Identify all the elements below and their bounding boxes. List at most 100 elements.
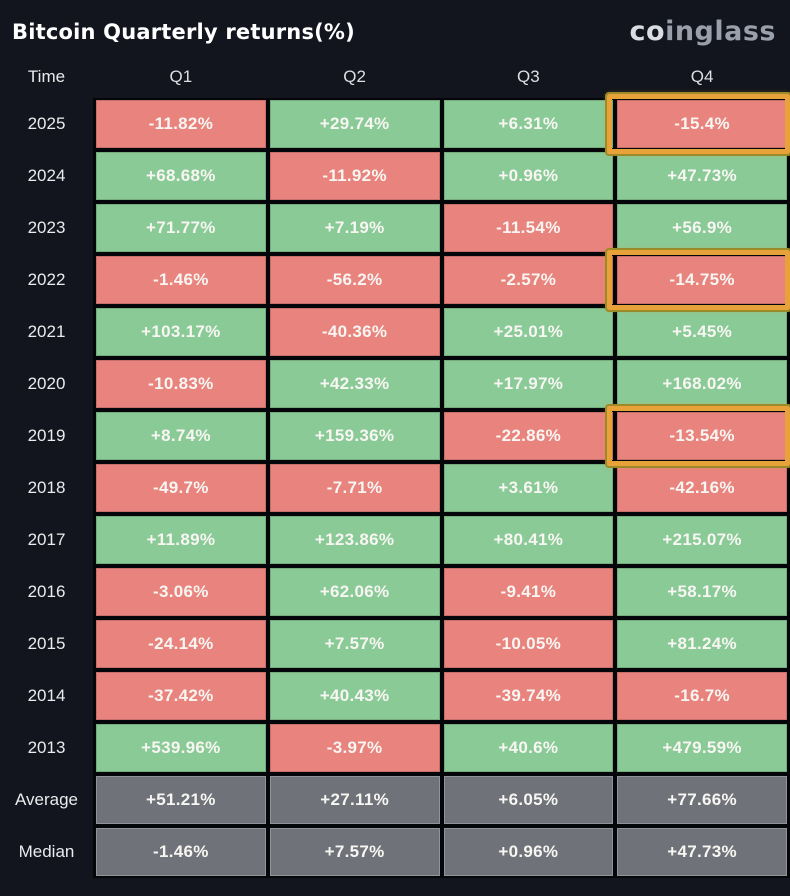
return-cell-2020-q3: +17.97%: [443, 360, 614, 408]
return-cell-2023-q1: +71.77%: [96, 204, 266, 252]
table-row: 2013 +539.96% -3.97% +40.6% +479.59%: [0, 722, 790, 774]
return-cell-2022-q1: -1.46%: [96, 256, 266, 304]
return-cell-2018-q4: -42.16%: [617, 464, 787, 512]
table-row: 2022 -1.46% -56.2% -2.57% -14.75%: [0, 248, 790, 312]
return-cell-2017-q1: +11.89%: [96, 516, 266, 564]
row-label: Median: [18, 842, 75, 861]
return-cell-2019-q2: +159.36%: [269, 412, 440, 460]
row-cells: -49.7% -7.71% +3.61% -42.16%: [93, 462, 790, 514]
return-cell-2022-q3: -2.57%: [443, 256, 614, 304]
return-cell-average-q2: +27.11%: [269, 776, 440, 824]
return-cell-2025-q1: -11.82%: [96, 100, 266, 148]
return-cell-2013-q2: -3.97%: [269, 724, 440, 772]
table-row: 2020 -10.83% +42.33% +17.97% +168.02%: [0, 358, 790, 410]
table-row: 2024 +68.68% -11.92% +0.96% +47.73%: [0, 150, 790, 202]
coinglass-logo[interactable]: coinglass: [630, 16, 776, 47]
table-row: 2023 +71.77% +7.19% -11.54% +56.9%: [0, 202, 790, 254]
return-cell-2015-q3: -10.05%: [443, 620, 614, 668]
row-cells: +103.17% -40.36% +25.01% +5.45%: [93, 306, 790, 358]
returns-table-body: 2025 -11.82% +29.74% +6.31% -15.4% 2024 +68…: [0, 92, 790, 878]
return-cell-2023-q4: +56.9%: [617, 204, 787, 252]
row-cells: -37.42% +40.43% -39.74% -16.7%: [93, 670, 790, 722]
row-label: 2018: [27, 478, 66, 497]
return-cell-median-q2: +7.57%: [269, 828, 440, 876]
row-label: 2021: [27, 322, 66, 341]
return-cell-average-q4: +77.66%: [617, 776, 787, 824]
return-cell-2023-q3: -11.54%: [443, 204, 614, 252]
row-label: 2016: [27, 582, 66, 601]
return-cell-average-q1: +51.21%: [96, 776, 266, 824]
return-cell-2018-q2: -7.71%: [269, 464, 440, 512]
row-label: 2020: [27, 374, 66, 393]
return-cell-2016-q4: +58.17%: [617, 568, 787, 616]
return-cell-2017-q3: +80.41%: [443, 516, 614, 564]
return-cell-2016-q1: -3.06%: [96, 568, 266, 616]
table-row: 2021 +103.17% -40.36% +25.01% +5.45%: [0, 306, 790, 358]
row-cells: +68.68% -11.92% +0.96% +47.73%: [93, 150, 790, 202]
logo-text-co: co: [629, 16, 666, 47]
return-cell-2020-q4: +168.02%: [617, 360, 787, 408]
return-cell-2019-q1: +8.74%: [96, 412, 266, 460]
row-cells: +51.21% +27.11% +6.05% +77.66%: [93, 774, 790, 826]
logo-text-inglass: inglass: [665, 16, 776, 47]
row-label: 2019: [27, 426, 66, 445]
table-row: 2014 -37.42% +40.43% -39.74% -16.7%: [0, 670, 790, 722]
row-cells: -3.06% +62.06% -9.41% +58.17%: [93, 566, 790, 618]
return-cell-2013-q3: +40.6%: [443, 724, 614, 772]
return-cell-2019-q3: -22.86%: [443, 412, 614, 460]
return-cell-2015-q1: -24.14%: [96, 620, 266, 668]
column-header-row: Time Q1 Q2 Q3 Q4: [0, 56, 790, 98]
table-row: Median -1.46% +7.57% +0.96% +47.73%: [0, 826, 790, 878]
column-header-q2: Q2: [343, 67, 366, 86]
table-row: Average +51.21% +27.11% +6.05% +77.66%: [0, 774, 790, 826]
row-label: 2022: [27, 270, 66, 289]
row-cells: +8.74% +159.36% -22.86% -13.54%: [93, 404, 790, 468]
column-header-q3: Q3: [517, 67, 540, 86]
row-label: Average: [14, 790, 78, 809]
row-cells: -1.46% +7.57% +0.96% +47.73%: [93, 826, 790, 878]
row-label: 2023: [27, 218, 66, 237]
row-label: 2015: [27, 634, 66, 653]
row-cells: +539.96% -3.97% +40.6% +479.59%: [93, 722, 790, 774]
return-cell-2016-q3: -9.41%: [443, 568, 614, 616]
return-cell-2025-q3: +6.31%: [443, 100, 614, 148]
highlight-annotation: [605, 404, 790, 468]
row-label: 2024: [27, 166, 66, 185]
return-cell-2016-q2: +62.06%: [269, 568, 440, 616]
page-title: Bitcoin Quarterly returns(%): [12, 19, 355, 44]
return-cell-2024-q3: +0.96%: [443, 152, 614, 200]
return-cell-2019-q4: -13.54%: [605, 404, 790, 468]
return-cell-2014-q2: +40.43%: [269, 672, 440, 720]
row-cells: -24.14% +7.57% -10.05% +81.24%: [93, 618, 790, 670]
return-cell-2013-q1: +539.96%: [96, 724, 266, 772]
column-header-q1: Q1: [169, 67, 193, 86]
row-cells: +11.89% +123.86% +80.41% +215.07%: [93, 514, 790, 566]
return-cell-2023-q2: +7.19%: [269, 204, 440, 252]
return-cell-2018-q1: -49.7%: [96, 464, 266, 512]
table-row: 2016 -3.06% +62.06% -9.41% +58.17%: [0, 566, 790, 618]
table-row: 2019 +8.74% +159.36% -22.86% -13.54%: [0, 404, 790, 468]
return-cell-2024-q4: +47.73%: [617, 152, 787, 200]
return-cell-2013-q4: +479.59%: [617, 724, 787, 772]
highlight-annotation: [605, 248, 790, 312]
table-row: 2015 -24.14% +7.57% -10.05% +81.24%: [0, 618, 790, 670]
table-row: 2018 -49.7% -7.71% +3.61% -42.16%: [0, 462, 790, 514]
row-cells: +71.77% +7.19% -11.54% +56.9%: [93, 202, 790, 254]
topbar: Bitcoin Quarterly returns(%) coinglass: [0, 0, 790, 56]
table-row: 2017 +11.89% +123.86% +80.41% +215.07%: [0, 514, 790, 566]
return-cell-2020-q2: +42.33%: [269, 360, 440, 408]
row-label: 2025: [27, 114, 66, 133]
row-label: 2013: [27, 738, 66, 757]
table-row: 2025 -11.82% +29.74% +6.31% -15.4%: [0, 92, 790, 156]
return-cell-2022-q2: -56.2%: [269, 256, 440, 304]
return-cell-2021-q2: -40.36%: [269, 308, 440, 356]
return-cell-2021-q4: +5.45%: [617, 308, 787, 356]
row-label: 2014: [27, 686, 66, 705]
column-header-time: Time: [27, 67, 66, 86]
return-cell-2025-q4: -15.4%: [605, 92, 790, 156]
return-cell-2017-q4: +215.07%: [617, 516, 787, 564]
return-cell-2021-q1: +103.17%: [96, 308, 266, 356]
return-cell-2020-q1: -10.83%: [96, 360, 266, 408]
return-cell-median-q1: -1.46%: [96, 828, 266, 876]
